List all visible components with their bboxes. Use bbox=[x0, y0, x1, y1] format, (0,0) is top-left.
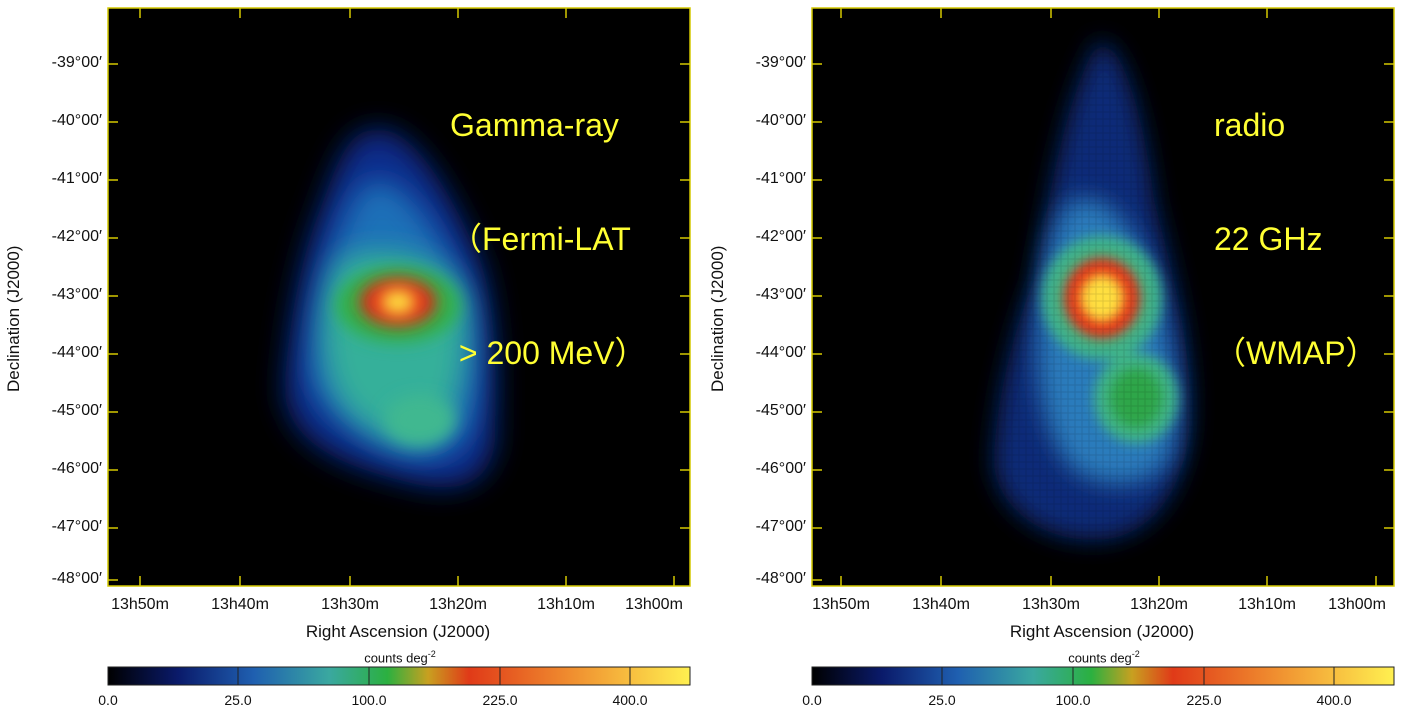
ra-label: 13h30m bbox=[1022, 596, 1080, 613]
map-frame bbox=[107, 7, 691, 587]
gamma-ray-map bbox=[107, 7, 691, 686]
colorbar bbox=[811, 666, 1395, 686]
gamma-ray-panel: Gamma-ray （Fermi-LAT > 200 MeV） -39°00′ … bbox=[0, 0, 700, 717]
colorbar bbox=[107, 666, 691, 686]
dec-label: -39°00′ bbox=[755, 54, 806, 71]
annotation-line-3: > 200 MeV） bbox=[450, 335, 647, 371]
colorbar-tick-label: 25.0 bbox=[928, 692, 956, 708]
colorbar-tick-label: 100.0 bbox=[1055, 692, 1091, 708]
x-axis-title: Right Ascension (J2000) bbox=[1009, 622, 1195, 641]
ra-label: 13h20m bbox=[429, 596, 487, 613]
annotation-line-2: （Fermi-LAT bbox=[450, 221, 631, 257]
dec-label: -47°00′ bbox=[755, 518, 806, 535]
annotation-line-1: Gamma-ray bbox=[450, 107, 619, 143]
colorbar-label-text: counts deg bbox=[364, 650, 428, 666]
gamma-ray-annotation: Gamma-ray （Fermi-LAT > 200 MeV） bbox=[450, 30, 647, 448]
dec-label: -43°00′ bbox=[51, 286, 102, 303]
ra-label: 13h50m bbox=[812, 596, 870, 613]
colorbar-tick-label: 225.0 bbox=[1186, 692, 1222, 708]
colorbar-tick-label: 100.0 bbox=[351, 692, 387, 708]
dec-label: -41°00′ bbox=[51, 170, 102, 187]
colorbar-tick-label: 25.0 bbox=[224, 692, 252, 708]
dec-label: -43°00′ bbox=[755, 286, 806, 303]
annotation-line-3: （WMAP） bbox=[1214, 335, 1378, 371]
y-axis-title: Declination (J2000) bbox=[4, 245, 23, 392]
ra-label: 13h20m bbox=[1130, 596, 1188, 613]
colorbar-label-exponent: -2 bbox=[1131, 649, 1140, 659]
ra-label: 13h40m bbox=[211, 596, 269, 613]
ra-label: 13h10m bbox=[537, 596, 595, 613]
dec-label: -47°00′ bbox=[51, 518, 102, 535]
ra-label: 13h30m bbox=[321, 596, 379, 613]
dec-label: -48°00′ bbox=[51, 570, 102, 587]
x-axis-title: Right Ascension (J2000) bbox=[305, 622, 491, 641]
dec-label: -39°00′ bbox=[51, 54, 102, 71]
y-axis-title: Declination (J2000) bbox=[708, 245, 727, 392]
annotation-line-2: 22 GHz bbox=[1214, 221, 1323, 257]
ra-label: 13h00m bbox=[1328, 596, 1386, 613]
ra-tick-marks bbox=[139, 8, 675, 586]
dec-label: -46°00′ bbox=[755, 460, 806, 477]
ra-tick-marks bbox=[840, 8, 1377, 586]
dec-label: -45°00′ bbox=[51, 402, 102, 419]
colorbar-ticks bbox=[237, 667, 631, 685]
colorbar-label: counts deg-2 bbox=[1004, 649, 1204, 665]
colorbar-label-text: counts deg bbox=[1068, 650, 1132, 666]
colorbar-tick-label: 225.0 bbox=[482, 692, 518, 708]
dec-label: -41°00′ bbox=[755, 170, 806, 187]
dec-tick-marks bbox=[812, 63, 1394, 581]
dec-label: -48°00′ bbox=[755, 570, 806, 587]
dec-label: -44°00′ bbox=[51, 344, 102, 361]
pixel-grid bbox=[812, 8, 1394, 586]
colorbar-ticks bbox=[941, 667, 1335, 685]
ra-label: 13h00m bbox=[625, 596, 683, 613]
dec-label: -46°00′ bbox=[51, 460, 102, 477]
dec-label: -44°00′ bbox=[755, 344, 806, 361]
ra-label: 13h50m bbox=[111, 596, 169, 613]
map-frame bbox=[811, 7, 1395, 587]
ra-label: 13h10m bbox=[1238, 596, 1296, 613]
radio-panel: radio 22 GHz （WMAP） -39°00′ -40°00′ -41°… bbox=[704, 0, 1404, 717]
radio-map bbox=[811, 7, 1395, 686]
dec-label: -42°00′ bbox=[51, 228, 102, 245]
dec-tick-marks bbox=[108, 63, 690, 581]
ra-label: 13h40m bbox=[912, 596, 970, 613]
dec-label: -40°00′ bbox=[755, 112, 806, 129]
colorbar-label-exponent: -2 bbox=[427, 649, 436, 659]
radio-annotation: radio 22 GHz （WMAP） bbox=[1214, 30, 1378, 448]
colorbar-tick-label: 0.0 bbox=[98, 692, 118, 708]
colorbar-label: counts deg-2 bbox=[300, 649, 500, 665]
annotation-line-1: radio bbox=[1214, 107, 1286, 143]
colorbar-tick-label: 0.0 bbox=[802, 692, 822, 708]
colorbar-tick-label: 400.0 bbox=[612, 692, 648, 708]
dec-label: -42°00′ bbox=[755, 228, 806, 245]
colorbar-tick-label: 400.0 bbox=[1316, 692, 1352, 708]
dec-label: -45°00′ bbox=[755, 402, 806, 419]
dec-label: -40°00′ bbox=[51, 112, 102, 129]
